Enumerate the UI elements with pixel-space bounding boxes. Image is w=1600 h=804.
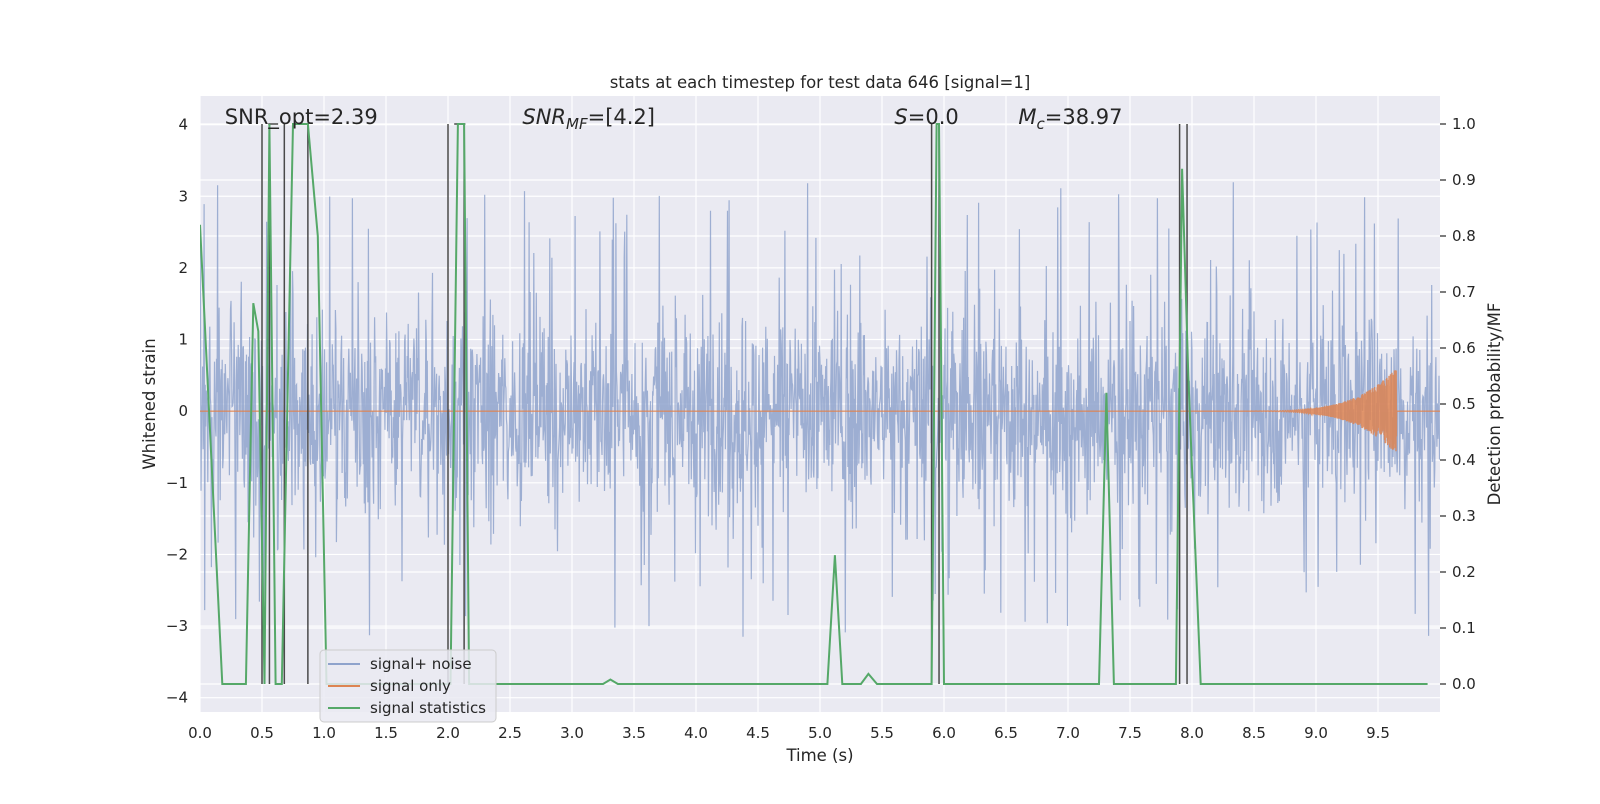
signal-statistics-series [200,123,1428,685]
y-right-tick-label: 0.2 [1452,563,1476,581]
y-left-tick-label: −3 [166,617,188,635]
s-annotation: S=0.0 [894,105,958,129]
y-right-tick-label: 0.7 [1452,283,1476,301]
signal-plus-noise-line [200,182,1440,637]
legend-label-signal-plus-noise: signal+ noise [370,655,472,673]
x-axis-ticks: 0.0 0.5 1.0 1.5 2.0 2.5 3.0 3.5 4.0 4.5 5.0 5.5 6.0 6… [188,724,1390,742]
y-left-tick-label: 3 [178,187,188,205]
x-tick-label: 4.0 [684,724,708,742]
y-left-tick-label: 1 [178,331,188,349]
signal-only-series [200,370,1440,452]
x-tick-label: 8.0 [1180,724,1204,742]
x-tick-label: 9.5 [1366,724,1390,742]
y-right-axis-label: Detection probability/MF [1485,303,1504,506]
x-tick-label: 0.5 [250,724,274,742]
chart-title: stats at each timestep for test data 646… [610,73,1031,92]
snr-opt-annotation: SNR_opt=2.39 [225,105,378,130]
y-right-axis-ticks: 1.0 0.9 0.8 0.7 0.6 0.5 0.4 0.3 0.2 0.1 0.0 [1440,115,1476,693]
x-tick-label: 8.5 [1242,724,1266,742]
y-right-tick-label: 1.0 [1452,115,1476,133]
signal-plus-noise-series [200,182,1440,637]
x-tick-label: 4.5 [746,724,770,742]
x-tick-label: 5.5 [870,724,894,742]
x-tick-label: 2.5 [498,724,522,742]
x-tick-label: 7.0 [1056,724,1080,742]
x-tick-label: 0.0 [188,724,212,742]
y-left-tick-label: −1 [166,474,188,492]
snr-mf-annotation: SNRMF=[4.2] [522,105,655,133]
annotations: SNR_opt=2.39 SNRMF=[4.2] S=0.0 Mc=38.97 [225,105,1123,133]
y-left-axis-ticks: 4 3 2 1 0 −1 −2 −3 −4 [166,116,188,707]
x-tick-label: 3.5 [622,724,646,742]
x-tick-label: 2.0 [436,724,460,742]
x-axis-label: Time (s) [785,746,853,765]
y-left-tick-label: −4 [166,689,188,707]
legend: signal+ noise signal only signal statist… [319,649,497,723]
x-tick-label: 3.0 [560,724,584,742]
signal-statistics-line [200,123,1428,685]
legend-box [319,649,497,723]
x-tick-label: 9.0 [1304,724,1328,742]
x-tick-label: 5.0 [808,724,832,742]
signal-only-line [200,370,1440,452]
x-tick-label: 6.5 [994,724,1018,742]
y-right-tick-label: 0.0 [1452,675,1476,693]
y-right-tick-label: 0.9 [1452,171,1476,189]
legend-label-signal-only: signal only [370,677,451,695]
plot-area [200,123,1440,685]
y-right-tick-label: 0.8 [1452,227,1476,245]
y-right-tick-label: 0.5 [1452,395,1476,413]
x-tick-label: 1.5 [374,724,398,742]
legend-label-signal-statistics: signal statistics [370,699,486,717]
y-left-tick-label: −2 [166,545,188,563]
y-right-tick-label: 0.4 [1452,451,1476,469]
y-right-tick-label: 0.1 [1452,619,1476,637]
y-right-tick-label: 0.3 [1452,507,1476,525]
mc-annotation: Mc=38.97 [1018,105,1122,133]
y-left-tick-label: 0 [178,402,188,420]
x-tick-label: 1.0 [312,724,336,742]
x-tick-label: 7.5 [1118,724,1142,742]
x-tick-label: 6.0 [932,724,956,742]
y-left-tick-label: 4 [178,116,188,134]
y-right-tick-label: 0.6 [1452,339,1476,357]
y-left-tick-label: 2 [178,259,188,277]
y-left-axis-label: Whitened strain [140,338,159,469]
